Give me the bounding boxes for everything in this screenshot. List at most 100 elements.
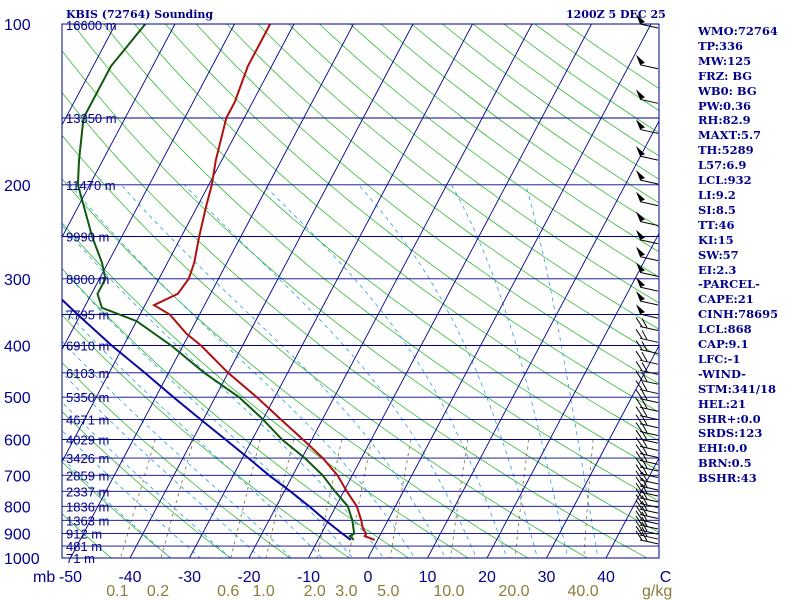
mixing-ratio-line [230, 439, 261, 558]
barb-flag [636, 304, 645, 315]
barb-flag [636, 146, 645, 157]
index-line: LFC:-1 [698, 351, 741, 366]
index-line: TP:336 [698, 38, 744, 53]
index-line: BRN:0.5 [698, 456, 752, 471]
barb-feather [641, 516, 648, 527]
barb-flag [636, 291, 645, 302]
index-line: CAPE:21 [698, 292, 754, 307]
mixing-ratio-label: 0.2 [147, 583, 169, 600]
barb-flag [636, 54, 645, 65]
mixing-ratio-line [389, 439, 412, 558]
barb-staff [639, 271, 659, 277]
barb-staff [639, 389, 659, 395]
barb-feather [641, 489, 648, 500]
dry-adiabat [72, 24, 659, 502]
index-line: STM:341/18 [698, 381, 777, 396]
barb-feather [635, 422, 643, 432]
temperature-tick-label: -30 [178, 569, 201, 586]
barb-feather [635, 510, 643, 521]
index-line: -WIND- [698, 366, 746, 381]
index-line: SRDS:123 [698, 426, 763, 441]
barb-staff [639, 369, 659, 375]
mixing-ratio-label: 0.1 [106, 583, 128, 600]
barb-feather [635, 429, 643, 440]
barb-feather [641, 500, 648, 511]
height-label: 16600 m [66, 18, 117, 33]
mixing-ratio-label: 5.0 [377, 583, 399, 600]
barb-feather [641, 318, 648, 328]
barb-staff [639, 23, 659, 29]
height-label: 6103 m [66, 366, 109, 381]
wind-barb [635, 476, 659, 491]
barb-staff [639, 406, 659, 412]
pressure-label: 700 [4, 468, 31, 485]
parcel-line [62, 298, 352, 541]
mixing-ratio-line [120, 439, 156, 558]
index-line: LI:9.2 [698, 187, 736, 202]
wind-barb [635, 422, 659, 437]
barb-staff [639, 423, 659, 429]
moist-adiabat [358, 184, 538, 558]
barb-staff [639, 491, 659, 497]
barb-staff [639, 337, 659, 343]
isotherm [545, 344, 659, 558]
barb-staff [639, 201, 659, 207]
wind-barb [636, 262, 659, 277]
temperature-tick-label: C [660, 569, 672, 586]
barb-feather [641, 341, 648, 351]
dry-adiabat [0, 24, 64, 569]
height-label: 13350 m [66, 111, 117, 126]
temperature-tick-label: 0 [364, 569, 373, 586]
barb-staff [639, 438, 659, 444]
mixing-ratio-line [449, 439, 469, 558]
dry-adiabat [288, 24, 659, 304]
barb-feather [635, 515, 643, 526]
index-line: RH:82.9 [698, 113, 751, 128]
index-line: LCL:932 [698, 173, 752, 188]
temperature-tick-label: -40 [118, 569, 141, 586]
mixing-ratio-line [583, 439, 594, 558]
pressure-label: 400 [4, 339, 31, 356]
barb-staff [639, 300, 659, 306]
dry-adiabat [195, 24, 659, 385]
wind-barb [636, 304, 659, 319]
wind-barb [636, 146, 659, 161]
mixing-ratio-line [348, 439, 373, 558]
height-label: 481 m [66, 539, 102, 554]
height-label: 11470 m [66, 178, 116, 193]
isotherm [188, 24, 473, 558]
barb-staff [639, 473, 659, 479]
pressure-label: 100 [4, 17, 31, 34]
barb-staff [639, 220, 659, 226]
barb-feather [641, 381, 648, 391]
dry-adiabat [62, 314, 350, 558]
barb-flag [636, 229, 645, 240]
pressure-label: 600 [4, 433, 31, 450]
barb-feather [641, 477, 648, 488]
barb-staff [639, 503, 659, 509]
barb-staff [639, 497, 659, 503]
barb-feather [641, 415, 648, 425]
barb-flag [636, 191, 645, 202]
barb-feather [635, 398, 643, 408]
temperature-tick-label: -10 [297, 569, 320, 586]
pressure-label: 200 [4, 178, 31, 195]
height-label: 4671 m [66, 412, 109, 427]
moist-adiabat [62, 268, 354, 558]
mixing-ratio-label: 20.0 [498, 583, 529, 600]
wind-barb [635, 510, 659, 525]
dry-adiabat [62, 134, 589, 558]
barb-staff [639, 398, 659, 404]
dry-adiabat [62, 222, 470, 558]
height-label: 1363 m [66, 513, 109, 528]
moist-adiabat [62, 457, 172, 558]
station-title: KBIS (72764) Sounding [66, 8, 214, 21]
index-line: CAP:9.1 [698, 337, 749, 352]
pressure-label: 900 [4, 527, 31, 544]
mixing-ratio-line [160, 439, 195, 558]
isotherm [248, 24, 533, 558]
barb-feather [641, 511, 648, 522]
barb-feather [635, 444, 643, 454]
barb-flag [636, 14, 645, 24]
temperature-tick-label: 30 [538, 569, 556, 586]
